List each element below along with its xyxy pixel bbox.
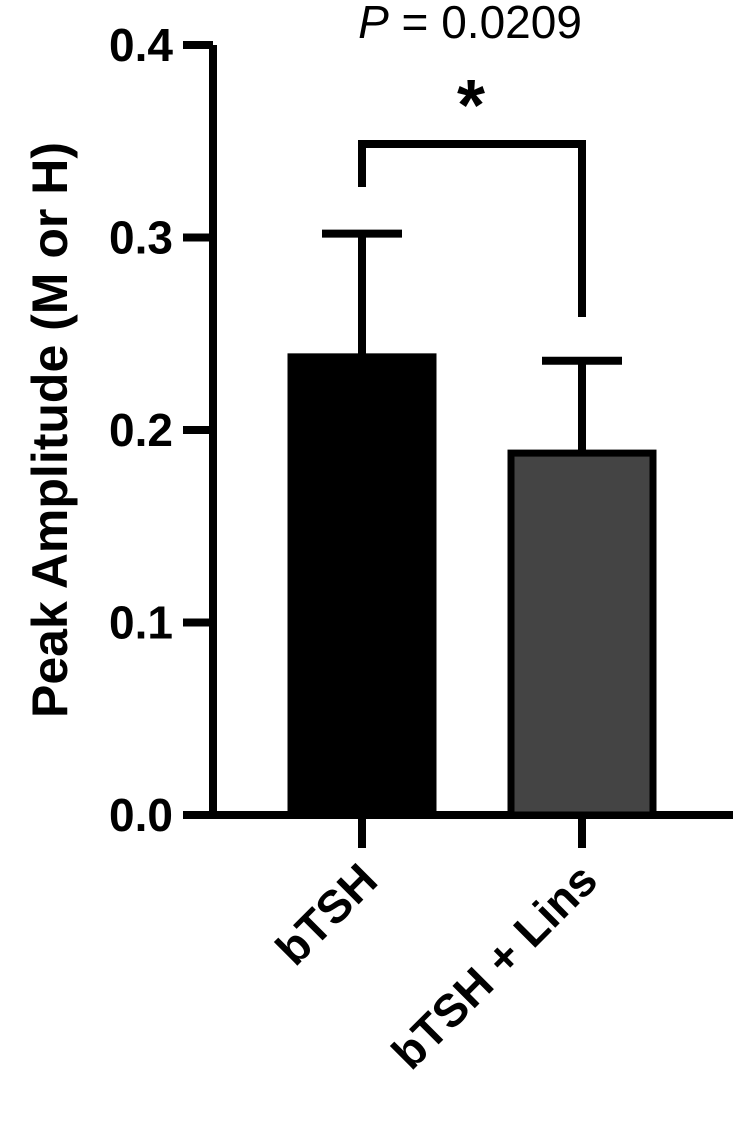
x-category-label: bTSH + Lins [381, 853, 607, 1079]
error-bars [322, 229, 622, 454]
y-tick-label: 0.1 [109, 597, 173, 649]
x-category-label: bTSH [265, 853, 387, 975]
y-ticks: 0.0 0.1 0.2 0.3 0.4 [109, 19, 213, 841]
p-value-label: P = 0.0209 [358, 0, 582, 48]
bar-1 [287, 353, 437, 819]
y-tick-label: 0.3 [109, 212, 173, 264]
p-value-symbol: P [358, 0, 389, 48]
significance-bracket [358, 140, 586, 317]
y-tick-label: 0.0 [109, 789, 173, 841]
bracket-line [358, 140, 586, 317]
y-axis-label: Peak Amplitude (M or H) [22, 142, 78, 718]
p-value-text: = 0.0209 [389, 0, 582, 48]
significance-star: * [457, 66, 485, 146]
bars [287, 353, 657, 819]
bar-2 [507, 449, 657, 819]
y-tick-label: 0.4 [109, 19, 173, 71]
y-tick-label: 0.2 [109, 404, 173, 456]
